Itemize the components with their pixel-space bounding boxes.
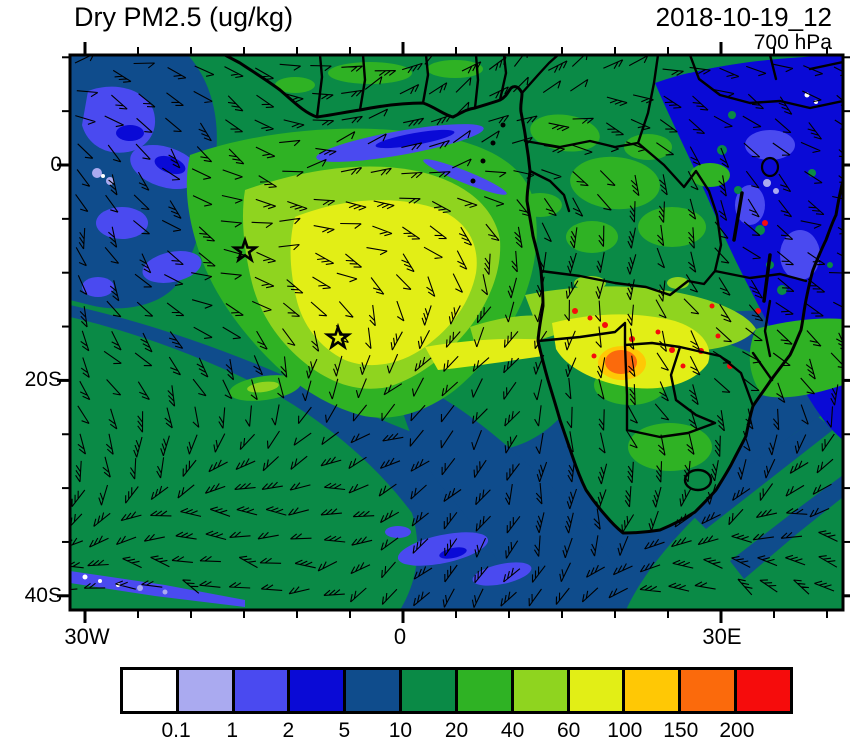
colorbar-tick-label: 60 bbox=[557, 719, 581, 742]
y-axis-label-20s: 20S bbox=[24, 368, 62, 391]
colorbar-tick-label: 0.1 bbox=[161, 719, 191, 742]
colorbar-tick-label: 10 bbox=[388, 719, 413, 742]
x-axis-label-30e: 30E bbox=[702, 624, 742, 649]
colorbar-swatch bbox=[399, 670, 455, 711]
colorbar-swatch bbox=[343, 670, 400, 711]
star-marker bbox=[230, 235, 260, 264]
plot-title: Dry PM2.5 (ug/kg) bbox=[74, 2, 294, 32]
x-axis-label-30w: 30W bbox=[64, 624, 110, 649]
colorbar bbox=[120, 667, 793, 714]
star-marker bbox=[323, 322, 353, 351]
colorbar-swatch bbox=[231, 670, 288, 711]
station-markers-layer bbox=[230, 235, 353, 351]
country-borders-layer bbox=[315, 55, 843, 492]
colorbar-swatch bbox=[454, 670, 511, 711]
datetime-label: 2018-10-19_12 bbox=[655, 2, 832, 32]
x-axis-label-0: 0 bbox=[393, 624, 407, 649]
colorbar-tick-label: 150 bbox=[663, 719, 699, 742]
colorbar-tick-label: 2 bbox=[282, 719, 295, 742]
colorbar-swatch bbox=[287, 670, 344, 711]
colorbar-tick-label: 40 bbox=[500, 719, 525, 742]
colorbar-tick-label: 1 bbox=[226, 719, 239, 742]
colorbar-labels: 0.1 1 2 5 10 20 40 60 100 150 200 bbox=[120, 719, 793, 745]
y-axis-label-0: 0 bbox=[50, 153, 62, 176]
colorbar-tick-label: 100 bbox=[607, 719, 643, 742]
colorbar-swatch bbox=[678, 670, 735, 711]
colorbar-swatch bbox=[510, 670, 567, 711]
y-axis-label-40s: 40S bbox=[24, 584, 62, 607]
colorbar-tick-label: 5 bbox=[338, 719, 351, 742]
colorbar-swatch bbox=[175, 670, 232, 711]
colorbar-swatch bbox=[566, 670, 623, 711]
colorbar-tick-label: 200 bbox=[719, 719, 755, 742]
colorbar-swatch bbox=[123, 670, 176, 711]
colorbar-tick-label: 20 bbox=[444, 719, 469, 742]
plot-border bbox=[68, 53, 845, 612]
colorbar-swatch bbox=[622, 670, 679, 711]
colorbar-swatch bbox=[734, 670, 790, 711]
field-layer bbox=[70, 55, 843, 610]
